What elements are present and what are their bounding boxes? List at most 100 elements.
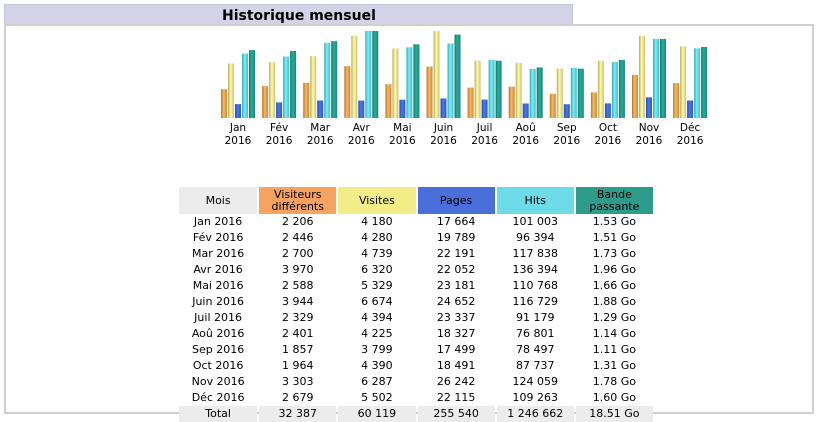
bar-hits [447, 43, 454, 118]
cell-visitors: 1 857 [282, 343, 314, 356]
tick-label-year: 2016 [430, 135, 457, 147]
bar-bandwidth [454, 34, 461, 118]
table-row: Juin 2016 3 944 6 674 24 652 116 729 1.88 Go [179, 294, 653, 310]
cell-visits: 4 280 [361, 231, 393, 244]
table-row: Jan 2016 2 206 4 180 17 664 101 003 1.53 Go [179, 214, 653, 230]
monthly-bar-chart [221, 31, 708, 119]
cell-pages: 22 115 [436, 391, 476, 404]
cell-month: Juil 2016 [194, 311, 242, 324]
cell-month: Oct 2016 [192, 359, 244, 372]
header-visitors: Visiteurs différents [259, 187, 337, 214]
tick-label: Sep 2016 [547, 122, 587, 148]
cell-pages: 17 664 [436, 215, 476, 228]
cell-pages: 24 652 [436, 295, 476, 308]
tick-label-month: Nov [638, 122, 660, 134]
tick-label: Jan 2016 [218, 122, 258, 148]
cell-visitors: 2 329 [282, 311, 314, 324]
header-pages: Pages [417, 187, 495, 214]
cell-bandwidth: 1.14 Go [592, 327, 637, 340]
bar-visits [392, 48, 399, 118]
cell-month: Mai 2016 [192, 279, 244, 292]
cell-month: Aoû 2016 [191, 327, 245, 340]
bar-visitors [590, 92, 597, 118]
cell-visitors: 2 446 [282, 231, 314, 244]
cell-bandwidth: 1.66 Go [592, 279, 637, 292]
cell-visitors: 1 964 [282, 359, 314, 372]
bar-bandwidth [290, 51, 297, 118]
table-row: Juil 2016 2 329 4 394 23 337 91 179 1.29 Go [179, 310, 653, 326]
tick-label-year: 2016 [553, 135, 581, 147]
bar-pages [440, 98, 447, 118]
cell-month: Fév 2016 [192, 231, 244, 244]
cell-visitors: 3 303 [282, 375, 314, 388]
tick-label-month: Sep [556, 122, 577, 134]
title-bar: Historique mensuel [4, 4, 573, 26]
tick-label: Juin 2016 [424, 122, 464, 148]
bar-hits [653, 38, 659, 118]
bar-pages [399, 99, 406, 118]
bar-visits [228, 63, 234, 118]
bar-visitors [303, 82, 310, 118]
bar-hits [529, 69, 536, 118]
cell-bandwidth: 1.60 Go [592, 391, 637, 404]
cell-visits: 6 320 [361, 263, 393, 276]
tick-label-year: 2016 [306, 135, 334, 147]
bar-hits [283, 56, 290, 118]
cell-visits: 4 394 [361, 311, 393, 324]
tick-label-year: 2016 [635, 135, 663, 147]
header-bandwidth: Bande passante [575, 187, 653, 214]
tick-label-month: Déc [679, 122, 701, 134]
bar-hits [324, 42, 331, 118]
bar-pages [687, 100, 694, 118]
header-hits: Hits [496, 187, 574, 214]
table-row: Déc 2016 2 679 5 502 22 115 109 263 1.60 Go [179, 390, 653, 406]
cell-visits: 4 739 [361, 247, 393, 260]
header-visits: Visites [338, 187, 416, 214]
bar-pages [235, 104, 241, 118]
table-row: Mai 2016 2 588 5 329 23 181 110 768 1.66 Go [179, 278, 653, 294]
cell-visitors: 2 206 [282, 215, 314, 228]
cell-bandwidth: 1.31 Go [592, 359, 637, 372]
total-hits: 1 246 662 [496, 406, 574, 422]
table-total-row: Total 32 387 60 119 255 540 1 246 662 18.51 G… [179, 406, 653, 422]
table-row: Sep 2016 1 857 3 799 17 499 78 497 1.11 Go [179, 342, 653, 358]
cell-month: Sep 2016 [191, 343, 245, 356]
page-title: Historique mensuel [222, 8, 376, 24]
cell-bandwidth: 1.78 Go [592, 375, 637, 388]
bar-visits [597, 60, 604, 118]
bar-pages [604, 103, 611, 118]
cell-month: Nov 2016 [191, 375, 245, 388]
cell-hits: 76 801 [515, 327, 555, 340]
cell-pages: 23 337 [436, 311, 476, 324]
stats-panel: Jan 2016 Fév 2016 Mar 2016 Avr 2016 Mai 2016 Juin 2… [4, 24, 814, 422]
cell-hits: 96 394 [515, 231, 555, 244]
bar-hits [406, 47, 413, 118]
cell-visitors: 3 970 [282, 263, 314, 276]
cell-bandwidth: 1.51 Go [592, 231, 637, 244]
bar-bandwidth [660, 39, 666, 118]
cell-bandwidth: 1.29 Go [592, 311, 637, 324]
bar-visitors [426, 66, 433, 118]
cell-visits: 5 502 [361, 391, 393, 404]
bar-bandwidth [249, 50, 255, 118]
tick-label: Aoû 2016 [506, 122, 546, 148]
tick-label-month: Fév [270, 122, 289, 134]
cell-month: Déc 2016 [191, 391, 245, 404]
cell-visits: 4 225 [361, 327, 393, 340]
cell-visitors: 2 588 [282, 279, 314, 292]
total-visits: 60 119 [338, 406, 416, 422]
table-row: Aoû 2016 2 401 4 225 18 327 76 801 1.14 Go [179, 326, 653, 342]
cell-pages: 17 499 [436, 343, 476, 356]
tick-label: Avr 2016 [341, 122, 381, 148]
bar-visitors [467, 87, 474, 118]
tick-label-year: 2016 [265, 135, 293, 147]
header-mois: Mois [179, 187, 258, 214]
cell-month: Mar 2016 [191, 247, 245, 260]
cell-month: Avr 2016 [193, 263, 243, 276]
bar-bandwidth [495, 60, 502, 118]
header-visitors-line1: Visiteurs [274, 187, 322, 201]
cell-pages: 18 327 [436, 327, 476, 340]
cell-bandwidth: 1.53 Go [592, 215, 637, 228]
bar-pages [358, 100, 365, 118]
tick-label-year: 2016 [594, 135, 622, 147]
